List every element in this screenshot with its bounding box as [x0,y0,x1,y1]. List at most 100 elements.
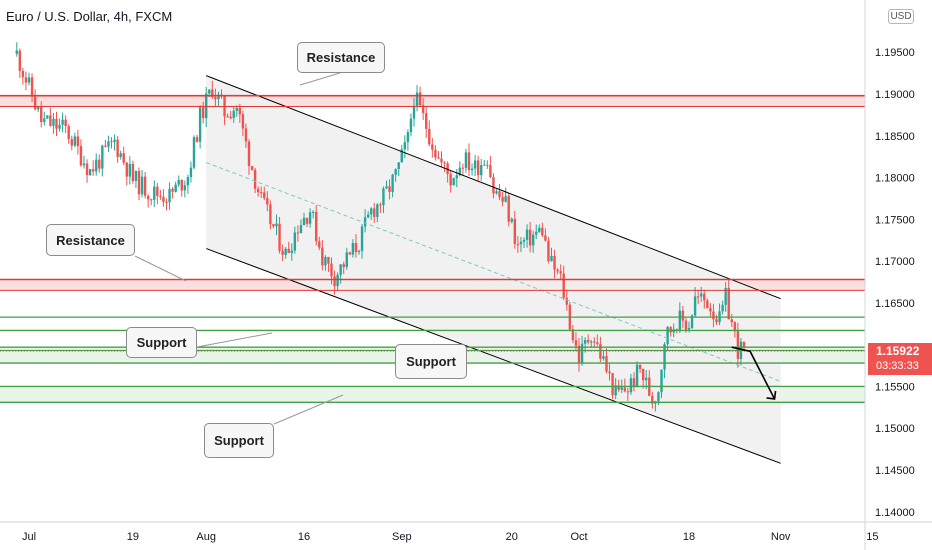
candle-body [293,232,297,251]
projection-arrow-head [766,390,777,400]
candle-body [208,89,211,94]
candle-body [464,152,468,168]
x-tick-label: 16 [298,531,310,543]
candle-body [269,204,272,225]
candle-body [629,378,633,393]
candle-body [238,107,242,115]
candle-body [440,158,443,163]
candle-body [159,195,162,197]
candle-body [360,226,364,251]
candle-body [483,164,486,166]
candle-body [82,163,86,166]
candle-body [547,240,550,262]
candle-body [174,184,177,192]
x-tick-label: Oct [570,531,587,543]
candle-body [709,307,712,312]
candle-body [495,191,498,194]
candle-body [645,377,648,381]
x-tick-label: Aug [196,531,216,543]
candle-body [586,339,590,343]
candle-body [535,231,538,235]
candle-body [299,225,303,234]
candle-body [626,391,630,393]
candle-body [318,241,321,248]
candle-body [461,167,465,169]
candle-body [562,273,565,298]
y-tick-label: 1.18000 [875,173,915,185]
candle-body [736,331,740,359]
candle-body [214,97,217,100]
candle-body [513,218,517,244]
candle-body [55,118,58,129]
candle-body [553,256,556,270]
candle-body [177,179,180,185]
candle-body [614,385,617,396]
candle-body [421,105,425,114]
candle-body [70,139,73,146]
candle-body [46,115,49,119]
candle-body [623,387,627,392]
candle-body [311,211,315,213]
symbol-title[interactable]: Euro / U.S. Dollar, 4h, FXCM [6,9,173,24]
candle-body [492,177,495,194]
candle-body [305,217,309,224]
candle-body [580,343,584,363]
candle-body [140,176,144,195]
candle-body [617,385,620,390]
x-tick-label: 15 [866,531,878,543]
currency-badge[interactable]: USD [888,9,914,24]
candle-body [690,315,694,329]
candle-body [18,50,22,71]
candle-body [189,167,193,178]
candle-body [345,252,348,268]
candle-body [321,247,324,266]
candle-body [150,199,153,201]
candle-body [85,163,89,176]
candle-body [602,356,605,359]
candle-body [455,175,458,179]
candle-body [724,288,727,305]
candle-body [583,339,587,344]
candle-body [596,342,599,344]
candle-body [171,188,174,192]
candle-body [669,327,672,333]
candle-body [95,159,98,172]
candle-body [687,328,691,330]
candle-body [180,179,183,191]
support-label-center: Support [395,344,467,379]
candle-body [409,118,413,133]
y-tick-label: 1.17000 [875,256,915,268]
candle-body [256,188,260,193]
y-tick-label: 1.16500 [875,298,915,310]
support-label-left: Support [126,327,197,358]
candle-body [357,250,361,253]
candle-body [128,163,132,177]
candle-body [641,368,645,381]
projection-arrow [731,346,776,400]
candle-body [403,142,407,150]
candle-body [211,89,214,98]
candle-body [43,118,46,123]
candle-body [571,329,575,341]
y-tick-label: 1.19500 [875,47,915,59]
candle-body [143,176,147,196]
candle-body [443,162,446,164]
candle-body [412,105,416,119]
candle-body [52,118,55,126]
candle-body [700,293,703,297]
channel-area [206,75,781,464]
x-tick-label: 18 [683,531,695,543]
candle-body [593,341,596,343]
candle-body [446,163,449,175]
resistance-label-top: Resistance [297,42,385,73]
candle-body [638,364,642,369]
candle-body [519,241,523,245]
candle-body [278,223,281,251]
candle-body [388,186,391,192]
candle-body [253,169,257,189]
candle-body [33,96,37,110]
candle-countdown: 03:33:33 [876,360,919,372]
candle-body [577,345,581,363]
candle-body [131,163,135,181]
